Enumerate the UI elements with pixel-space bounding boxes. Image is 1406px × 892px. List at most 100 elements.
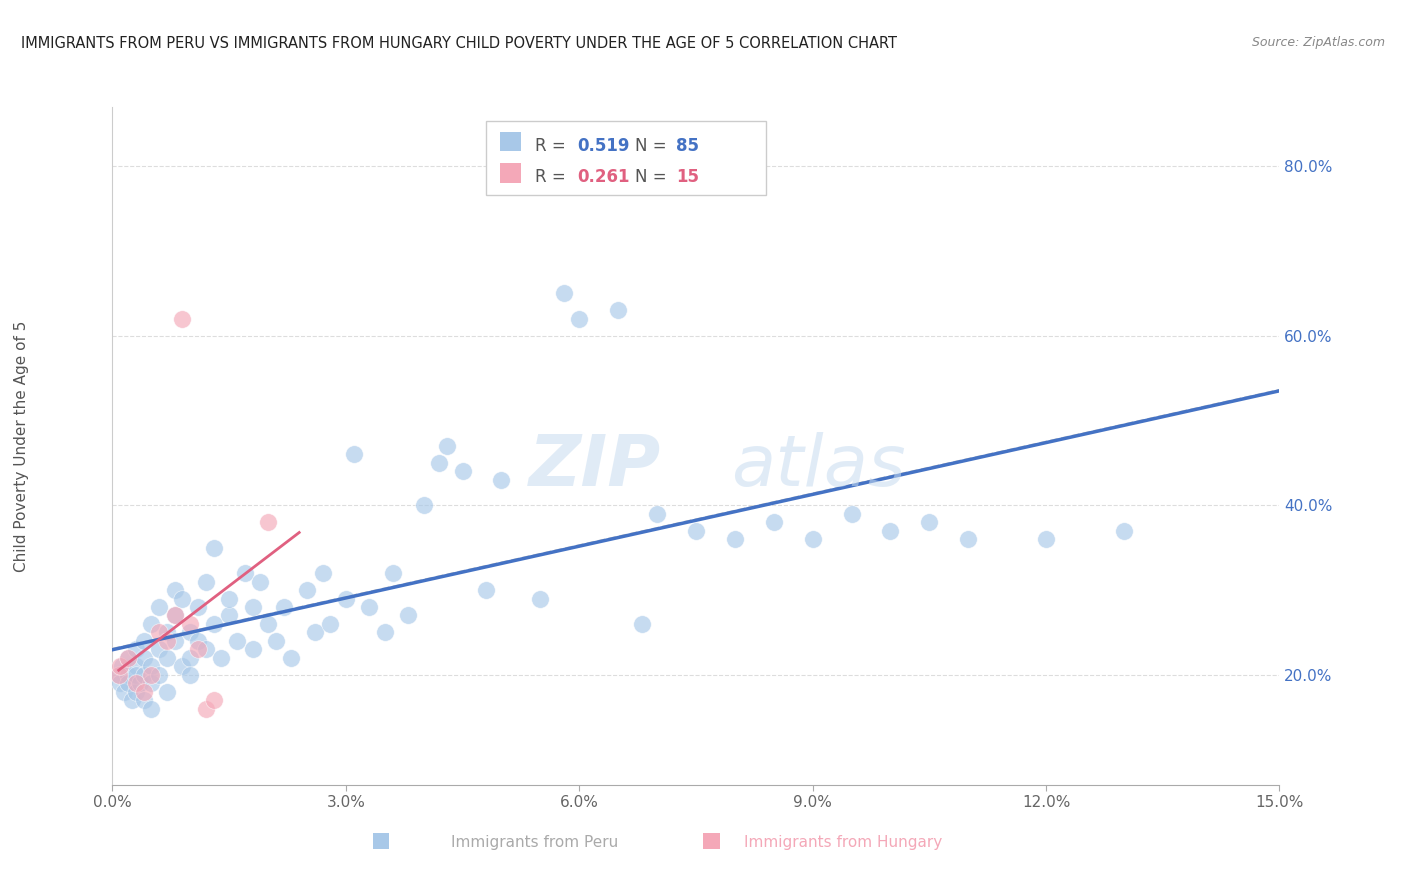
Point (607, 303, 630, 318)
Text: R =: R = (534, 168, 571, 186)
Point (179, 625, 201, 640)
Point (311, 566, 333, 581)
Point (110, 676, 132, 690)
Point (156, 651, 179, 665)
Text: N =: N = (636, 168, 672, 186)
Point (685, 524, 707, 538)
Point (187, 633, 209, 648)
Point (801, 532, 824, 546)
Point (491, 473, 513, 487)
Point (427, 456, 450, 470)
Point (257, 617, 280, 632)
Point (957, 532, 980, 546)
Point (724, 532, 747, 546)
Point (125, 659, 148, 673)
Point (163, 633, 186, 648)
Text: Source: ZipAtlas.com: Source: ZipAtlas.com (1251, 36, 1385, 49)
Point (172, 591, 194, 606)
Point (194, 701, 217, 715)
Point (451, 464, 474, 478)
Point (141, 667, 163, 681)
Point (179, 667, 201, 681)
Text: atlas: atlas (731, 432, 905, 500)
Point (128, 676, 150, 690)
Point (280, 651, 302, 665)
Point (141, 676, 163, 690)
Point (141, 659, 163, 673)
Point (218, 608, 240, 623)
Point (194, 642, 217, 657)
Point (335, 591, 357, 606)
Point (209, 651, 232, 665)
Point (132, 651, 155, 665)
Bar (501, 132, 520, 151)
Point (645, 507, 668, 521)
Point (125, 667, 148, 681)
Point (233, 566, 256, 581)
Point (187, 599, 209, 614)
Point (187, 642, 209, 657)
Point (194, 574, 217, 589)
Point (553, 286, 575, 301)
Point (841, 507, 863, 521)
Point (304, 625, 326, 640)
Text: 85: 85 (676, 136, 699, 154)
Point (110, 659, 132, 673)
Point (172, 659, 194, 673)
Point (125, 676, 148, 690)
Point (568, 312, 591, 326)
Point (879, 524, 901, 538)
Text: Immigrants from Peru: Immigrants from Peru (451, 836, 617, 850)
Point (359, 599, 381, 614)
Point (117, 651, 139, 665)
Point (226, 633, 249, 648)
Point (1035, 532, 1057, 546)
Text: N =: N = (636, 136, 672, 154)
Text: IMMIGRANTS FROM PERU VS IMMIGRANTS FROM HUNGARY CHILD POVERTY UNDER THE AGE OF 5: IMMIGRANTS FROM PERU VS IMMIGRANTS FROM … (21, 36, 897, 51)
Point (163, 583, 186, 598)
Point (112, 685, 135, 699)
Point (156, 625, 179, 640)
Text: 0.261: 0.261 (576, 168, 630, 186)
Point (148, 625, 170, 640)
Text: 0.519: 0.519 (576, 136, 630, 154)
Point (111, 659, 134, 673)
Point (1112, 524, 1135, 538)
Point (264, 633, 287, 648)
Point (412, 498, 434, 512)
Text: Child Poverty Under the Age of 5: Child Poverty Under the Age of 5 (14, 320, 28, 572)
Point (343, 448, 366, 462)
Point (132, 693, 155, 707)
Point (475, 583, 498, 598)
Text: Immigrants from Hungary: Immigrants from Hungary (744, 836, 943, 850)
Point (179, 651, 201, 665)
Point (163, 608, 186, 623)
Point (918, 515, 941, 529)
Point (202, 617, 225, 632)
Point (107, 667, 129, 681)
FancyBboxPatch shape (486, 120, 766, 195)
Point (117, 676, 139, 690)
Point (273, 599, 295, 614)
Point (257, 515, 280, 529)
Point (117, 667, 139, 681)
Point (374, 625, 396, 640)
Point (172, 312, 194, 326)
Point (132, 667, 155, 681)
Point (319, 617, 342, 632)
Point (148, 599, 170, 614)
Point (218, 591, 240, 606)
Point (125, 642, 148, 657)
Point (436, 439, 458, 453)
Point (117, 651, 139, 665)
Point (156, 633, 179, 648)
Point (630, 617, 652, 632)
Point (295, 583, 318, 598)
Point (148, 642, 170, 657)
Point (529, 591, 551, 606)
Point (121, 693, 143, 707)
Point (242, 642, 264, 657)
Text: ZIP: ZIP (529, 432, 661, 500)
Point (148, 667, 170, 681)
Text: 15: 15 (676, 168, 699, 186)
